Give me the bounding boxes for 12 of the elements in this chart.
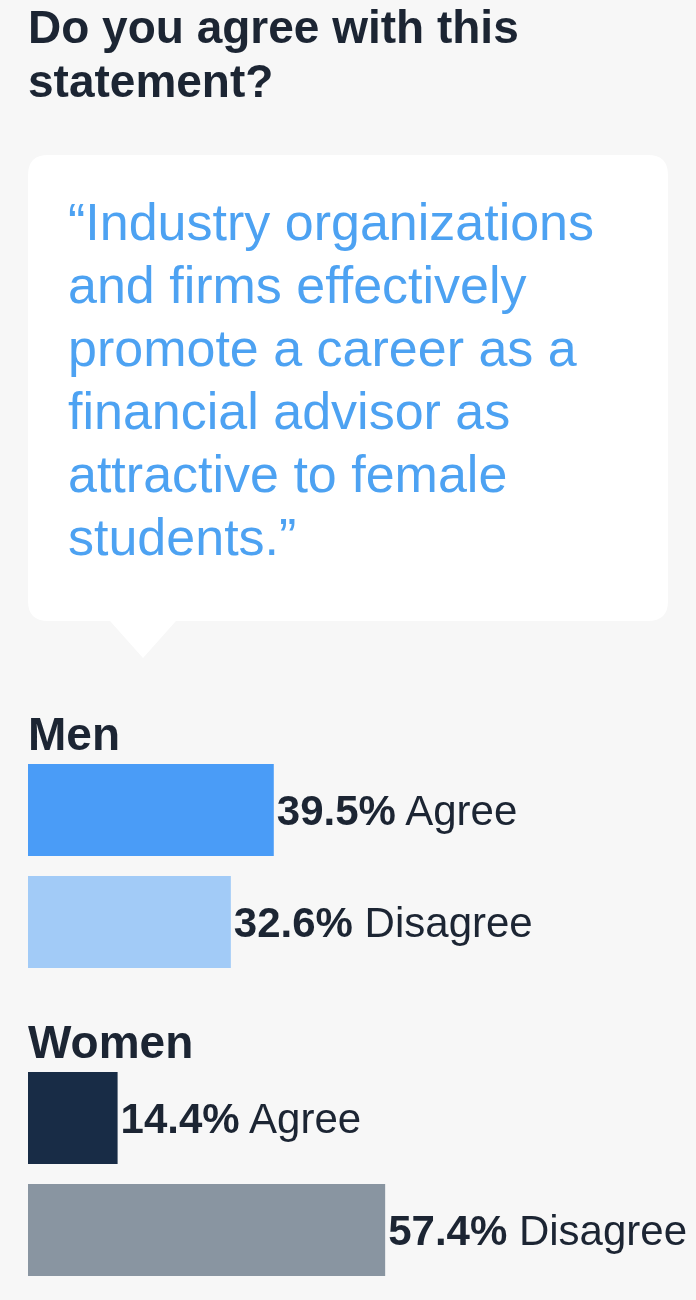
text: Disagree: [518, 1206, 688, 1254]
chart-title: Men: [28, 708, 120, 760]
data-label: 57.4%: [388, 1206, 508, 1254]
text: Disagree: [364, 898, 533, 946]
text: Agree: [405, 786, 518, 834]
text: Agree: [249, 1094, 362, 1142]
data-label: 14.4%: [120, 1094, 240, 1142]
data-label: 32.6%: [233, 898, 353, 946]
text: “Industry organizations and firms effectively promote a career as a financial advisor as attractive to female students.”: [67, 192, 596, 568]
text: Do you agree with this statement?: [28, 0, 520, 108]
data-label: 39.5%: [276, 786, 396, 834]
chart-title: Women: [28, 1016, 194, 1068]
